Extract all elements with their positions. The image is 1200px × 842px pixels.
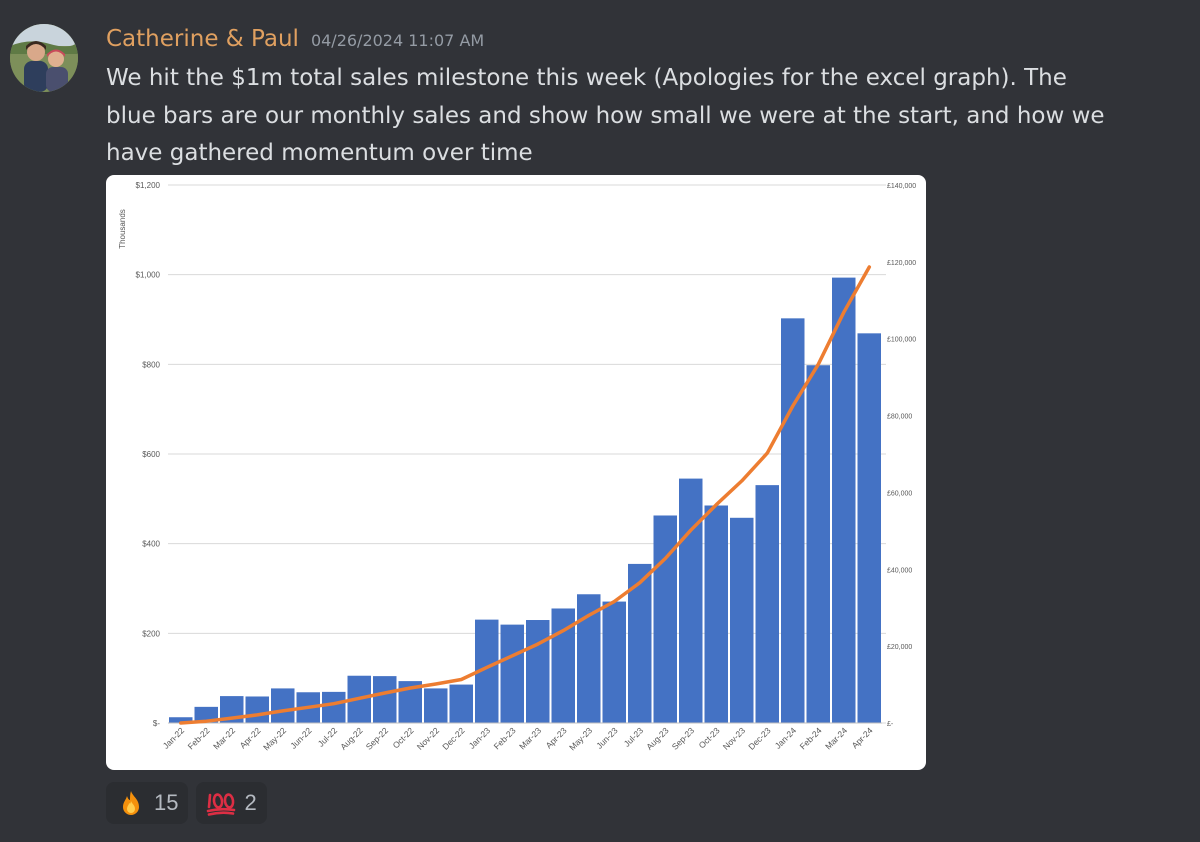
x-tick-label: Apr-23 [544,725,569,750]
x-tick-label: Apr-24 [850,725,875,750]
message-text: We hit the $1m total sales milestone thi… [106,65,1105,166]
x-tick-label: Nov-22 [415,725,442,752]
x-tick-label: Jul-22 [316,725,340,749]
x-tick-label: Mar-24 [823,725,849,751]
bar-Mar-23 [526,620,550,723]
left-tick-label: $200 [142,629,160,638]
x-tick-label: Feb-22 [186,725,212,751]
x-tick-label: Aug-22 [338,725,365,752]
y-axis-label: Thousands [118,209,127,249]
image-attachment[interactable]: $- $200 $400 $600 $800 $1,000 $1,200 £- £20,000 £… [106,175,926,770]
right-tick-label: £20,000 [887,644,912,651]
username[interactable]: Catherine & Paul [106,26,299,52]
left-tick-label: $- [153,719,160,728]
x-tick-label: May-23 [567,725,594,752]
right-tick-label: £80,000 [887,414,912,421]
x-tick-label: Mar-23 [517,725,543,751]
bar-Feb-24 [806,365,830,723]
right-tick-label: £60,000 [887,490,912,497]
x-tick-label: Jan-23 [467,725,493,751]
right-tick-label: £120,000 [887,260,916,267]
reaction-fire[interactable]: 15 [106,782,189,824]
x-tick-label: Mar-22 [211,725,237,751]
hundred-points-icon [206,788,236,818]
avatar[interactable] [10,24,78,92]
bar-Sep-23 [679,478,703,723]
x-tick-label: Feb-24 [798,725,824,751]
bar-Dec-22 [449,684,473,723]
bar-Mar-24 [832,277,856,723]
x-tick-label: Aug-23 [644,725,671,752]
x-tick-label: Jun-23 [594,725,620,751]
bar-Oct-22 [398,681,422,723]
bar-Jul-23 [628,563,652,723]
left-tick-label: $1,200 [136,181,161,190]
x-tick-label: Sep-23 [670,725,697,752]
bar-Apr-22 [245,696,269,723]
x-tick-label: Jan-22 [161,725,187,751]
bar-Jan-23 [475,619,499,723]
x-tick-label: Apr-22 [238,725,263,750]
reaction-hundred[interactable]: 2 [196,782,267,824]
bar-Nov-23 [730,517,754,723]
left-tick-label: $800 [142,360,160,369]
x-tick-label: Dec-22 [440,725,467,752]
x-tick-label: Feb-23 [492,725,518,751]
left-tick-label: $600 [142,450,160,459]
reaction-count: 15 [154,790,179,815]
bar-Dec-23 [755,485,779,723]
right-tick-label: £40,000 [887,567,912,574]
bar-Jan-24 [781,318,805,723]
left-tick-label: $1,000 [136,271,161,280]
bar-May-22 [271,688,295,723]
right-tick-label: £100,000 [887,337,916,344]
bar-Feb-23 [500,624,524,723]
bar-May-23 [577,594,601,723]
cumulative-sales-line [179,265,872,725]
reactions-bar: 15 2 [106,782,267,824]
message-header: Catherine & Paul 04/26/2024 11:07 AM [106,26,484,52]
bar-Sep-22 [373,676,397,723]
x-tick-label: Oct-22 [391,725,416,750]
timestamp[interactable]: 04/26/2024 11:07 AM [310,31,485,50]
x-tick-label: Nov-23 [721,725,748,752]
x-tick-label: Jun-22 [288,725,314,751]
sales-chart: $- $200 $400 $600 $800 $1,000 $1,200 £- £20,000 £… [118,181,916,752]
bar-Apr-24 [857,333,881,723]
x-tick-label: Oct-23 [697,725,722,750]
left-tick-label: $400 [142,540,160,549]
bar-Nov-22 [424,688,448,723]
x-tick-label: Jan-24 [773,725,799,751]
x-tick-label: May-22 [261,725,288,752]
right-tick-label: £- [887,721,894,728]
x-tick-label: Jul-23 [622,725,646,749]
bar-Apr-23 [551,608,575,723]
bar-Jan-22 [169,717,193,723]
fire-icon [116,788,146,818]
right-tick-label: £140,000 [887,183,916,190]
bar-Oct-23 [704,505,728,723]
reaction-count: 2 [244,790,257,815]
x-tick-label: Sep-22 [364,725,391,752]
bar-Jul-22 [322,691,346,723]
x-tick-label: Dec-23 [746,725,773,752]
bar-Aug-23 [653,515,677,723]
bar-Jun-23 [602,601,626,723]
